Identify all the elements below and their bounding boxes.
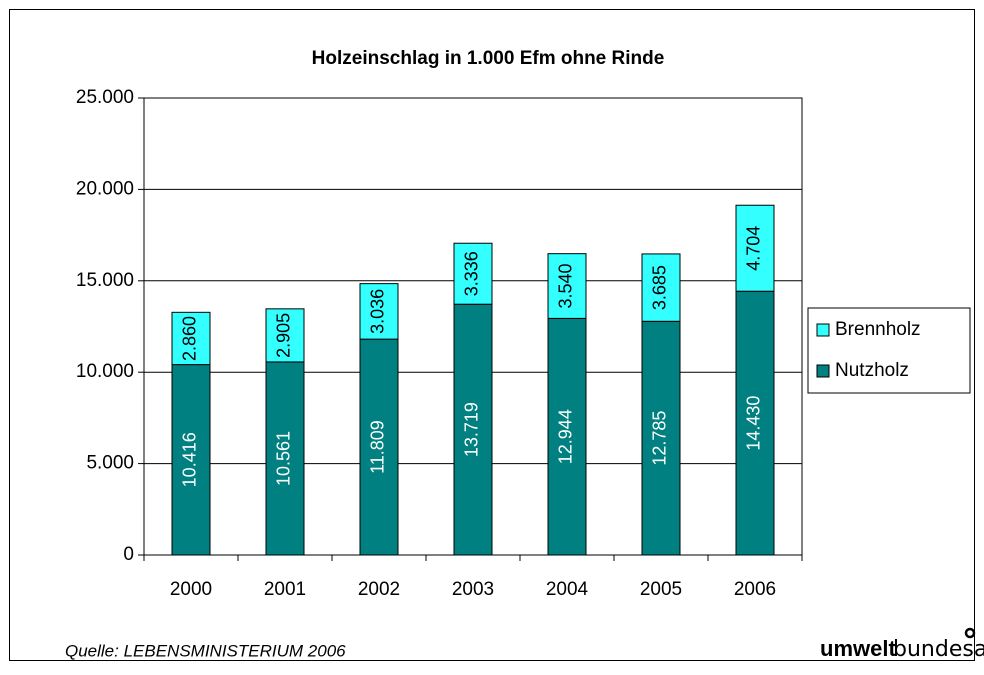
bar-segment xyxy=(735,204,775,292)
bar-segment xyxy=(359,338,399,556)
x-tick-label: 2003 xyxy=(452,579,494,600)
data-label: 3.036 xyxy=(368,289,388,334)
logo-bold: umwelt xyxy=(820,636,896,661)
bar-segment xyxy=(641,253,681,322)
data-label: 3.540 xyxy=(556,264,576,309)
legend-label: Nutzholz xyxy=(835,360,909,381)
data-label: 14.430 xyxy=(744,396,764,451)
data-label: 11.809 xyxy=(368,420,388,474)
logo-light: bundesamt xyxy=(893,637,984,662)
bar-segment xyxy=(359,283,399,340)
data-label: 4.704 xyxy=(744,226,764,271)
data-label: 12.785 xyxy=(650,411,670,466)
y-tick-label: 15.000 xyxy=(76,270,134,291)
legend-label: Brennholz xyxy=(835,319,921,340)
bar-segment xyxy=(453,242,493,305)
x-tick-label: 2001 xyxy=(264,579,306,600)
data-label: 10.561 xyxy=(274,431,294,486)
bar-segment xyxy=(171,364,211,556)
data-label: 3.336 xyxy=(462,251,482,296)
data-label: 13.719 xyxy=(462,402,482,457)
legend-swatch xyxy=(816,364,830,378)
chart-title: Holzeinschlag in 1.000 Efm ohne Rinde xyxy=(312,48,665,69)
data-label: 2.905 xyxy=(274,313,294,358)
legend-swatch xyxy=(816,323,830,337)
y-tick-label: 5.000 xyxy=(86,453,134,474)
data-label: 3.685 xyxy=(650,265,670,310)
bar-segment xyxy=(641,320,681,556)
logo-icon xyxy=(964,627,976,639)
bar-segment xyxy=(547,317,587,556)
y-tick-label: 20.000 xyxy=(76,178,134,199)
x-tick-label: 2000 xyxy=(170,579,212,600)
x-tick-label: 2002 xyxy=(358,579,400,600)
x-tick-label: 2004 xyxy=(546,579,589,600)
bar-segment xyxy=(735,290,775,556)
y-tick-label: 25.000 xyxy=(76,87,134,108)
legend xyxy=(807,307,971,394)
data-label: 10.416 xyxy=(180,432,200,487)
source: Quelle: LEBENSMINISTERIUM 2006 xyxy=(65,641,346,660)
y-tick-label: 0 xyxy=(123,544,134,565)
data-label: 12.944 xyxy=(556,409,576,464)
bar-segment xyxy=(547,253,587,319)
bar-segment xyxy=(265,361,305,556)
x-tick-label: 2006 xyxy=(734,579,776,600)
bar-segment xyxy=(171,311,211,366)
data-label: 2.860 xyxy=(180,316,200,361)
y-tick-label: 10.000 xyxy=(76,361,134,382)
bar-segment xyxy=(265,308,305,363)
x-tick-label: 2005 xyxy=(640,579,682,600)
